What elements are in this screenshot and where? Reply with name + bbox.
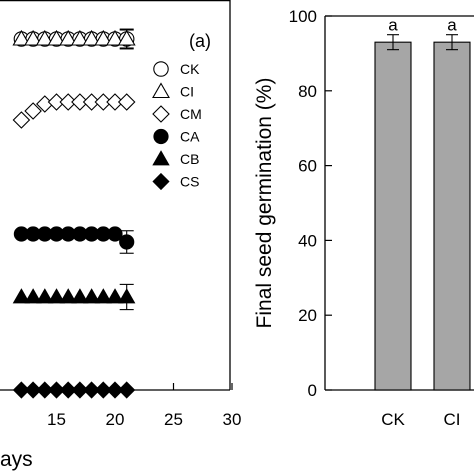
- y-tick-label: 60: [298, 157, 317, 176]
- bar-ck: [374, 41, 412, 391]
- data-point: [24, 29, 43, 46]
- y-tick-label: 100: [289, 7, 317, 26]
- data-point: [59, 29, 78, 46]
- data-point: [36, 381, 54, 399]
- data-point: [106, 381, 124, 399]
- data-point: [12, 29, 31, 46]
- data-point: [94, 93, 113, 111]
- data-point: [118, 381, 136, 399]
- data-point: [24, 288, 42, 304]
- data-point: [119, 234, 135, 250]
- y-tick-label: 80: [298, 82, 317, 101]
- series-ci: [12, 28, 136, 50]
- x-tick-label: 20: [106, 410, 125, 429]
- data-point: [107, 226, 123, 242]
- data-point: [47, 29, 66, 46]
- data-point: [59, 93, 77, 111]
- legend-marker-ca: [153, 128, 169, 145]
- data-point: [82, 93, 101, 111]
- legend-label-cs: CS: [180, 174, 199, 190]
- data-point: [47, 93, 66, 111]
- significance-letter: a: [388, 16, 398, 35]
- x-tick-label: 30: [223, 410, 242, 429]
- data-point: [82, 29, 101, 46]
- line-scatter-panel: 15 20 25 30 ays (a) CK CI CM CA CB CS: [0, 0, 241, 471]
- data-point: [71, 288, 89, 304]
- data-point: [106, 288, 124, 304]
- data-point: [59, 288, 77, 304]
- x-tick-label: 25: [164, 410, 183, 429]
- y-tick-label: 20: [298, 306, 317, 325]
- data-point: [94, 381, 112, 399]
- x-tick-label: CI: [444, 410, 461, 429]
- series-ca: [13, 226, 135, 254]
- legend-label-ca: CA: [180, 129, 200, 145]
- x-tick-label: CK: [381, 410, 405, 429]
- bar-ci: [433, 41, 471, 391]
- data-point: [94, 288, 112, 304]
- legend-marker-cb: [152, 150, 170, 166]
- legend: CK CI CM CA CB CS: [152, 61, 202, 191]
- data-point: [70, 29, 89, 46]
- legend-marker-cs: [152, 172, 170, 191]
- data-point: [47, 381, 66, 399]
- series-cs: [12, 381, 136, 399]
- data-point: [83, 381, 101, 399]
- legend-label-cb: CB: [180, 151, 199, 167]
- data-point: [106, 29, 124, 46]
- panel-label: (a): [189, 31, 211, 51]
- x-tick-label: 15: [47, 410, 66, 429]
- data-point: [94, 29, 113, 46]
- data-point: [71, 93, 89, 111]
- data-point: [36, 288, 54, 304]
- legend-marker-ci: [152, 82, 170, 99]
- series-cm: [12, 93, 136, 129]
- data-point: [24, 102, 42, 120]
- data-point: [82, 288, 101, 304]
- data-point: [59, 381, 77, 399]
- data-point: [47, 288, 66, 304]
- legend-label-ci: CI: [180, 84, 194, 100]
- data-point: [117, 29, 136, 46]
- data-point: [12, 381, 30, 399]
- data-point: [35, 29, 54, 46]
- data-point: [24, 381, 42, 399]
- series-cb: [12, 283, 136, 311]
- bar-chart-panel: 0 20 40 60 80 100 Final seed germination (%) a C…: [253, 7, 474, 429]
- legend-marker-cm: [152, 105, 170, 123]
- data-point: [12, 288, 31, 304]
- significance-letter: a: [447, 16, 457, 35]
- legend-marker-ck: [153, 61, 169, 77]
- data-point: [12, 111, 31, 129]
- x-axis-label: ays: [0, 448, 33, 471]
- legend-label-cm: CM: [180, 106, 202, 122]
- y-tick-label: 0: [308, 381, 317, 400]
- legend-label-ck: CK: [180, 61, 200, 77]
- data-point: [106, 93, 124, 111]
- y-axis-label: Final seed germination (%): [253, 78, 276, 329]
- data-point: [71, 381, 89, 399]
- data-point: [117, 93, 136, 111]
- y-tick-label: 40: [298, 231, 317, 250]
- data-point: [118, 288, 136, 304]
